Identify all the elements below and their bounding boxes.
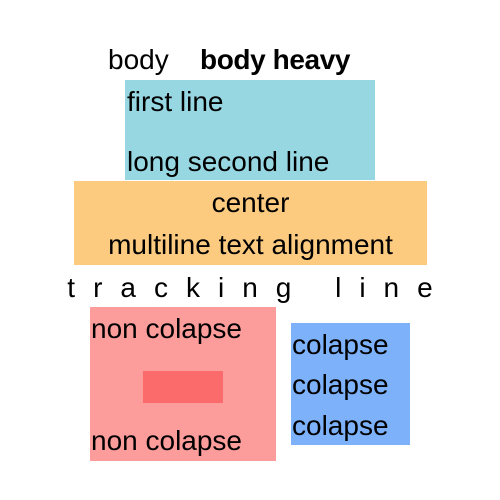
blue-collapse-box: colapse colapse colapse bbox=[291, 323, 410, 445]
tracking-line-text: tracking line bbox=[67, 272, 451, 303]
red-box-line: non colapse bbox=[91, 425, 243, 456]
red-box-line: non colapse bbox=[91, 313, 243, 344]
collapse-box-line: colapse bbox=[292, 369, 389, 400]
top-row: body body heavy bbox=[108, 40, 408, 80]
orange-centered-box: center multiline text alignment bbox=[74, 181, 427, 265]
body-regular-text: body bbox=[108, 44, 169, 75]
red-inner-block bbox=[143, 371, 223, 403]
collapse-box-line: colapse bbox=[292, 410, 389, 441]
blue-box-line: first line bbox=[127, 86, 224, 117]
orange-box-line: multiline text alignment bbox=[108, 229, 393, 260]
collapse-box-line: colapse bbox=[292, 329, 389, 360]
body-heavy-text: body heavy bbox=[200, 44, 351, 75]
blue-box-line: long second line bbox=[127, 146, 330, 177]
red-non-collapse-box: non colapse non colapse bbox=[90, 307, 276, 461]
orange-box-line: center bbox=[211, 187, 290, 218]
blue-text-box: first line long second line bbox=[125, 80, 375, 180]
